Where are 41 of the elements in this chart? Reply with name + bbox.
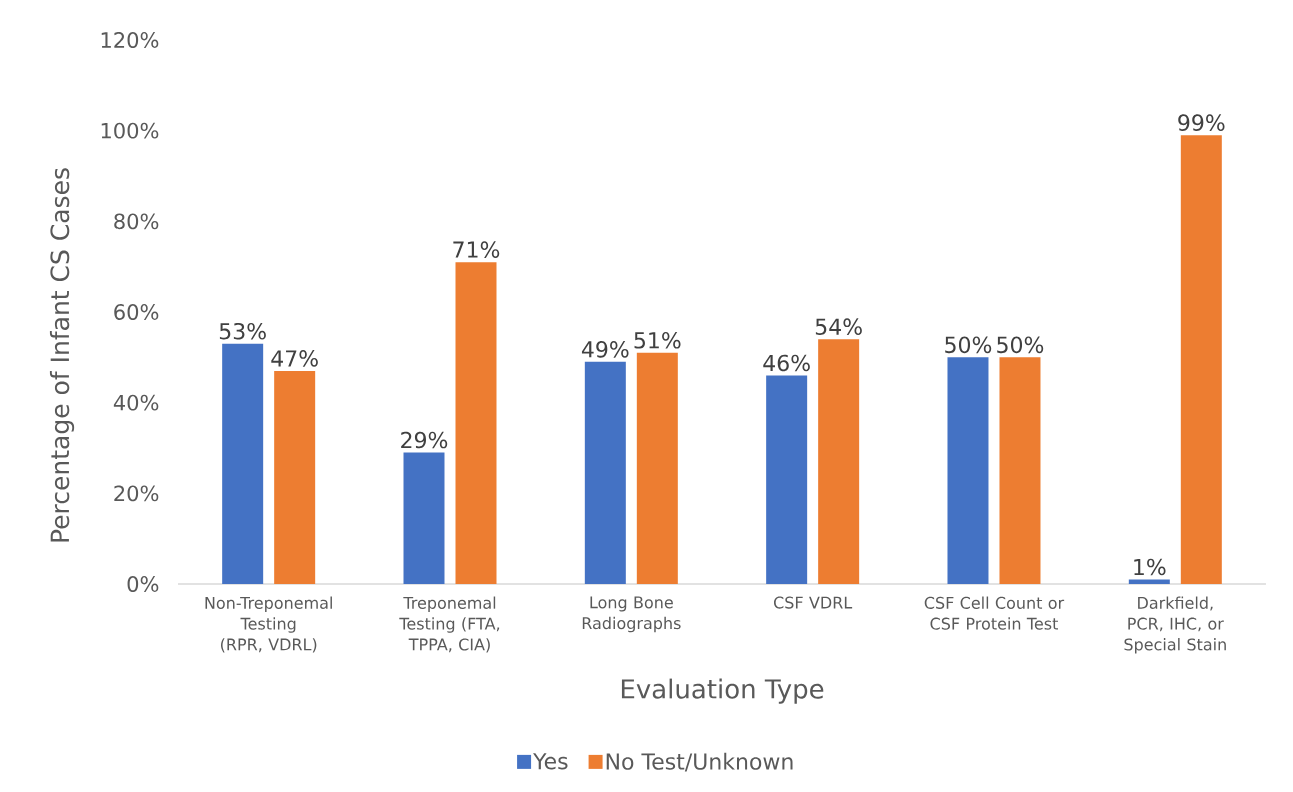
y-tick-label: 100%	[101, 122, 159, 139]
data-label: 71%	[453, 241, 500, 258]
bar	[274, 370, 316, 584]
y-tick-label: 60%	[114, 304, 159, 320]
bar	[636, 352, 678, 584]
x-tick-label: Non-Treponemal Testing (RPR, VDRL)	[205, 596, 332, 653]
bar	[947, 357, 989, 584]
bar	[222, 343, 264, 584]
data-label: 29%	[401, 431, 448, 449]
data-label: 50%	[945, 336, 992, 354]
legend-label: No Test/Unknown	[606, 752, 793, 772]
y-tick-label: 0%	[127, 576, 159, 592]
x-tick-label: Treponemal Testing (FTA, TPPA, CIA)	[399, 596, 500, 653]
legend-label: Yes	[533, 753, 568, 770]
bar	[584, 361, 626, 584]
data-label: 53%	[219, 322, 266, 340]
bar	[766, 375, 808, 584]
y-tick-label: 20%	[114, 485, 159, 502]
y-tick-label: 120%	[101, 32, 159, 48]
x-tick-label: Long Bone Radiographs	[582, 596, 681, 633]
bar	[1180, 135, 1222, 584]
bar	[818, 339, 860, 584]
data-label: 46%	[763, 354, 810, 372]
y-tick-label: 40%	[113, 394, 159, 411]
data-label: 1%	[1134, 558, 1166, 576]
y-axis-title: Percentage of Infant CS Cases	[49, 168, 75, 542]
data-label: 51%	[634, 331, 681, 349]
bar	[1128, 579, 1170, 584]
x-tick-label: CSF Cell Count or CSF Protein Test	[924, 596, 1065, 630]
bar	[999, 357, 1041, 584]
bar	[403, 452, 445, 584]
bar	[455, 262, 497, 584]
data-label: 99%	[1178, 114, 1225, 131]
data-label: 50%	[997, 336, 1044, 354]
x-tick-label: Darkfield, PCR, IHC, or Special Stain	[1124, 596, 1226, 654]
x-tick-label: CSF VDRL	[773, 596, 853, 609]
data-label: 54%	[815, 318, 862, 335]
y-tick-label: 80%	[114, 213, 159, 230]
data-label: 49%	[581, 341, 629, 358]
data-label: 47%	[271, 350, 318, 367]
x-axis-title: Evaluation Type	[621, 678, 824, 704]
